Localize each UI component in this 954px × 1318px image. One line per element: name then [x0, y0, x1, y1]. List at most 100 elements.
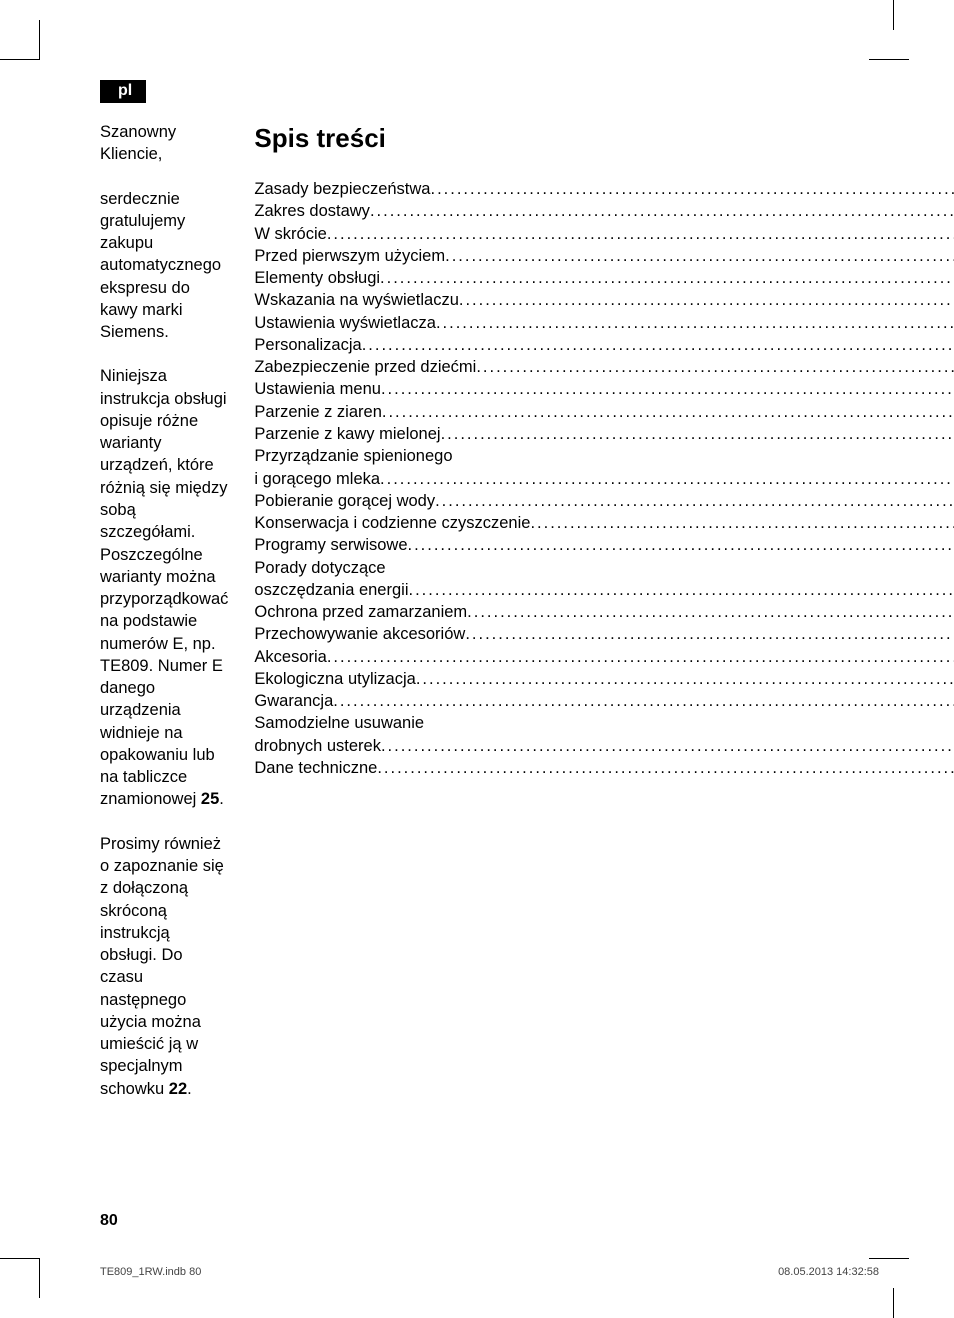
- toc-entry: Pobieranie gorącej wody95: [254, 490, 954, 512]
- toc-dots: [381, 378, 954, 400]
- crop-mark-tr: [869, 20, 909, 60]
- toc-entry: Ochrona przed zamarzaniem102: [254, 601, 954, 623]
- toc-dots: [408, 579, 954, 601]
- toc-dots: [333, 690, 954, 712]
- intro-p1: serdecznie gratulujemy zakupu automatycz…: [100, 188, 228, 344]
- intro-p3-pre: Prosimy również o zapoznanie się z dołąc…: [100, 835, 224, 1098]
- toc-entry-line1: Porady dotyczące: [254, 557, 954, 579]
- toc-label: Pobieranie gorącej wody: [254, 490, 435, 512]
- intro-p3-post: .: [187, 1080, 192, 1098]
- toc-entry: Gwarancja103: [254, 690, 954, 712]
- left-column: Szanowny Kliencie, serdecznie gratulujem…: [100, 121, 228, 1122]
- toc-label: W skrócie: [254, 223, 326, 245]
- intro-p2b-post: .: [219, 790, 224, 808]
- toc-label: drobnych usterek: [254, 735, 381, 757]
- toc-label: Personalizacja: [254, 334, 361, 356]
- toc-dots: [370, 200, 954, 222]
- toc-entry: Zakres dostawy82: [254, 200, 954, 222]
- two-column-layout: Szanowny Kliencie, serdecznie gratulujem…: [100, 121, 879, 1122]
- toc-entry: Dane techniczne106: [254, 757, 954, 779]
- footer: TE809_1RW.indb 80 08.05.2013 14:32:58: [100, 1266, 879, 1278]
- toc-label: Dane techniczne: [254, 757, 377, 779]
- toc-entry: drobnych usterek104: [254, 735, 954, 757]
- toc-title: Spis treści: [254, 121, 954, 156]
- right-column: Spis treści Zasady bezpieczeństwa81Zakre…: [254, 121, 954, 1122]
- toc-label: Ustawienia menu: [254, 378, 381, 400]
- toc-dots: [467, 601, 954, 623]
- crop-tick-top: [893, 0, 894, 30]
- toc-dots: [362, 334, 954, 356]
- toc-label: i gorącego mleka: [254, 468, 380, 490]
- toc-dots: [465, 623, 954, 645]
- toc-entry: Wskazania na wyświetlaczu86: [254, 289, 954, 311]
- toc-entry: Programy serwisowe98: [254, 534, 954, 556]
- intro-p2b-pre: Poszczególne warianty można przyporządko…: [100, 546, 228, 809]
- toc-dots: [435, 490, 954, 512]
- toc-dots: [382, 401, 954, 423]
- intro-p2: Niniejsza instrukcja obsługi opisuje róż…: [100, 365, 228, 810]
- toc-label: Konserwacja i codzienne czyszczenie: [254, 512, 530, 534]
- toc-entry: Ekologiczna utylizacja103: [254, 668, 954, 690]
- crop-mark-br: [869, 1258, 909, 1298]
- toc-entry: Parzenie z ziaren93: [254, 401, 954, 423]
- toc-dots: [380, 468, 954, 490]
- toc-dots: [327, 646, 954, 668]
- toc-label: oszczędzania energii: [254, 579, 408, 601]
- footer-right: 08.05.2013 14:32:58: [778, 1266, 879, 1278]
- page-content: pl Szanowny Kliencie, serdecznie gratulu…: [100, 80, 879, 1238]
- crop-mark-tl: [0, 20, 40, 60]
- toc-entry: Ustawienia menu90: [254, 378, 954, 400]
- toc-entry: Konserwacja i codzienne czyszczenie96: [254, 512, 954, 534]
- toc-dots: [377, 757, 954, 779]
- toc-dots: [408, 534, 954, 556]
- intro-p3-bold: 22: [169, 1080, 187, 1098]
- toc-entry: Ustawienia wyświetlacza87: [254, 312, 954, 334]
- toc-entry: Parzenie z kawy mielonej94: [254, 423, 954, 445]
- toc-label: Parzenie z kawy mielonej: [254, 423, 440, 445]
- toc-label: Przechowywanie akcesoriów: [254, 623, 465, 645]
- toc-entry: Przed pierwszym użyciem83: [254, 245, 954, 267]
- toc-dots: [445, 245, 954, 267]
- crop-tick-bottom: [893, 1288, 894, 1318]
- toc-label: Ekologiczna utylizacja: [254, 668, 415, 690]
- toc-entry: Zasady bezpieczeństwa81: [254, 178, 954, 200]
- toc-dots: [441, 423, 954, 445]
- footer-left: TE809_1RW.indb 80: [100, 1266, 201, 1278]
- toc-dots: [431, 178, 954, 200]
- intro-p2b-bold: 25: [201, 790, 219, 808]
- toc-label: Gwarancja: [254, 690, 333, 712]
- intro-p2a: Niniejsza instrukcja obsługi opisuje róż…: [100, 367, 227, 541]
- toc-label: Ustawienia wyświetlacza: [254, 312, 436, 334]
- toc-dots: [530, 512, 954, 534]
- toc-label: Ochrona przed zamarzaniem: [254, 601, 467, 623]
- toc-entry-line1: Samodzielne usuwanie: [254, 712, 954, 734]
- toc-label: Wskazania na wyświetlaczu: [254, 289, 459, 311]
- toc-entry: Personalizacja88: [254, 334, 954, 356]
- toc-entry: W skrócie82: [254, 223, 954, 245]
- page-number: 80: [100, 1212, 118, 1230]
- toc-label: Zakres dostawy: [254, 200, 370, 222]
- toc-dots: [381, 735, 954, 757]
- language-badge: pl: [100, 80, 146, 103]
- toc-label: Elementy obsługi: [254, 267, 380, 289]
- toc-entry: Akcesoria103: [254, 646, 954, 668]
- toc-list: Zasady bezpieczeństwa81Zakres dostawy82W…: [254, 178, 954, 779]
- toc-label: Parzenie z ziaren: [254, 401, 381, 423]
- toc-entry-line1: Przyrządzanie spienionego: [254, 445, 954, 467]
- toc-label: Zabezpieczenie przed dziećmi: [254, 356, 476, 378]
- toc-label: Akcesoria: [254, 646, 326, 668]
- toc-entry: Zabezpieczenie przed dziećmi90: [254, 356, 954, 378]
- toc-dots: [327, 223, 954, 245]
- toc-dots: [476, 356, 954, 378]
- toc-label: Programy serwisowe: [254, 534, 407, 556]
- toc-entry: Elementy obsługi84: [254, 267, 954, 289]
- toc-entry: oszczędzania energii102: [254, 579, 954, 601]
- toc-entry: i gorącego mleka95: [254, 468, 954, 490]
- toc-label: Przed pierwszym użyciem: [254, 245, 445, 267]
- greeting: Szanowny Kliencie,: [100, 121, 228, 166]
- toc-label: Zasady bezpieczeństwa: [254, 178, 430, 200]
- toc-entry: Przechowywanie akcesoriów103: [254, 623, 954, 645]
- toc-dots: [459, 289, 954, 311]
- toc-dots: [380, 267, 954, 289]
- crop-mark-bl: [0, 1258, 40, 1298]
